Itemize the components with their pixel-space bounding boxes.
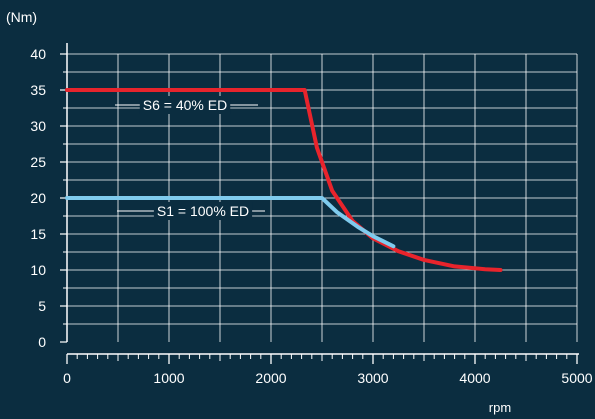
y-tick-label: 35 [30,82,46,98]
y-tick-label: 40 [30,46,46,62]
series-line-s1 [65,196,396,249]
x-tick-label: 2000 [255,370,286,386]
y-tick-label: 15 [30,226,46,242]
x-tick-label: 0 [63,370,71,386]
annotations: S6 = 40% ED S1 = 100% ED [115,96,265,220]
y-tick-label: 20 [30,190,46,206]
x-tick-label: 3000 [357,370,388,386]
y-tick-label: 0 [38,334,46,350]
annotation-label-bg [139,96,231,114]
annotation-label: S6 = 40% ED [143,97,227,113]
x-axis-label: rpm [489,400,511,415]
x-tick-label: 4000 [459,370,490,386]
x-tick-label: 5000 [561,370,592,386]
axes: 0 5 10 15 20 25 30 35 40 0 1000 2000 3000 4000 5000 [30,43,593,386]
y-tick-label: 5 [38,298,46,314]
y-tick-label: 10 [30,262,46,278]
x-tick-label: 1000 [153,370,184,386]
series-lines [65,88,503,272]
annotation-label-bg [153,202,253,220]
y-tick-label: 30 [30,118,46,134]
annotation-label: S1 = 100% ED [157,203,249,219]
y-axis-label: (Nm) [6,9,37,25]
y-tick-label: 25 [30,154,46,170]
